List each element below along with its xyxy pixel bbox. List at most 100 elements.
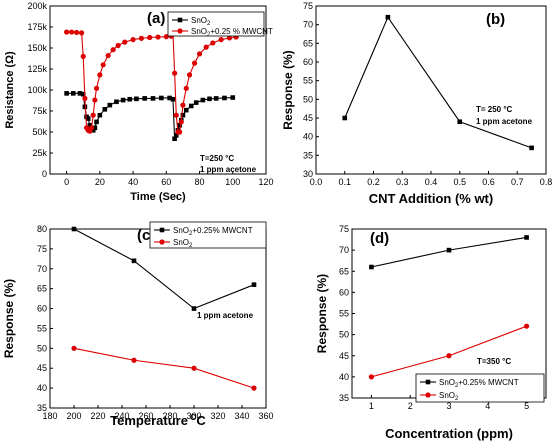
panel-a-series-1-point [138, 35, 144, 41]
panel-a-ytick-label: 150k [27, 43, 47, 53]
panel-c-legend-box [149, 221, 267, 249]
panel-b-series-0-line [344, 16, 532, 149]
panel-a-series-0-point [177, 122, 182, 128]
panel-d-letter: (d) [370, 230, 389, 247]
panel-c-series-0-point [191, 306, 197, 311]
panel-a-series-0-point [172, 136, 177, 142]
panel-d-ytick-label: 55 [339, 309, 349, 319]
panel-d-legend-item-0-label-sub: 2 [455, 383, 459, 389]
panel-c-xtick-label: 260 [138, 411, 153, 421]
panel-a-series-0-point [70, 91, 76, 96]
panel-c-series-0-line [73, 228, 255, 310]
panel-a-series-1-point [92, 97, 98, 103]
panel-a-series-1-point [210, 40, 216, 46]
panel-b-xtick-label: 0.6 [482, 177, 495, 187]
panel-a-series-0-point [80, 91, 86, 97]
panel-d-series-0 [369, 235, 529, 270]
panel-d-series-0-point [369, 264, 374, 270]
panel-b-ytick-label: 70 [303, 20, 313, 30]
panel-a-series-1-point [69, 29, 75, 35]
panel-d-xtick-label: 1 [369, 401, 374, 411]
panel-a-series-1-point [80, 53, 86, 60]
panel-a-series-1-point [203, 44, 209, 50]
panel-b-ytick-label: 75 [303, 1, 313, 11]
panel-c-ytick-label: 45 [37, 363, 47, 373]
panel-a-series-0-point [114, 99, 119, 105]
panel-a-series-0-point [120, 97, 126, 103]
panel-d-annotation: T=350 °C [477, 357, 511, 366]
panel-a-series-0-point [77, 91, 83, 96]
panel-c-ytick-label: 70 [37, 264, 47, 274]
panel-a-legend-item-0-label: SnO2 [191, 16, 211, 27]
panel-a-series-1-point [218, 37, 224, 43]
panel-a-series-0-point [90, 128, 96, 133]
panel-b-plot-frame [315, 5, 547, 175]
panel-c-series-0 [71, 226, 257, 311]
panel-a-series-1-point [196, 51, 203, 57]
panel-c-ytick-label: 80 [37, 224, 47, 234]
panel-c-annotation: 1 ppm acetone [197, 311, 254, 320]
panel-a-series-0-point [142, 96, 148, 101]
panel-a-series-1-point [90, 112, 96, 118]
panel-d-legend-box [415, 373, 545, 403]
panel-a-series-0-point [92, 125, 98, 131]
panel-a-series-0-point [87, 122, 93, 128]
panel-d-xtick-label: 2 [408, 401, 413, 411]
panel-c-series-1-point [131, 357, 137, 363]
panel-a-series-0-point [167, 95, 172, 101]
panel-b-series-0-point [457, 119, 463, 125]
panel-b-series-0-point [385, 14, 391, 20]
panel-a-series-0-point [97, 112, 103, 118]
panel-b-ytick-label: 35 [303, 150, 313, 160]
panel-a-series-1-point [226, 35, 233, 41]
panel-c-series-1-point [251, 385, 257, 391]
panel-a-series-0-point [85, 116, 91, 121]
panel-a-ytick-label: 100k [27, 85, 47, 95]
panel-a-xtick-label: 60 [161, 177, 171, 187]
panel-a-series-0-point [213, 96, 219, 101]
panel-a-legend-item-0-label-main: SnO [191, 16, 207, 25]
panel-a-series-0-point [107, 102, 113, 108]
panel-c-y-axis-title: Response (%) [2, 279, 16, 358]
panel-c-series-0-point [131, 258, 137, 264]
panel-a-series-1-point [186, 72, 193, 78]
panel-d-series-1-point [524, 323, 530, 329]
panel-d-legend-item-1-label-main: SnO [439, 391, 455, 400]
panel-a-series-1-point [177, 129, 183, 135]
panel-d-x-axis-title: Concentration (ppm) [385, 426, 513, 441]
panel-a-ytick-label: 175k [27, 22, 47, 32]
panel-a-series-1-point [183, 85, 189, 91]
panel-b-xtick-label: 0.2 [367, 177, 380, 187]
panel-b-series-0 [342, 14, 534, 151]
panel-c-x-axis-title-tail: C [196, 413, 206, 428]
panel-a-series-1-point [178, 119, 184, 125]
panel-b-series-0-point [529, 145, 534, 151]
panel-a-legend-marker [177, 17, 183, 23]
panel-b-ytick-label: 50 [303, 94, 313, 104]
panel-a-series-1-point [191, 60, 198, 66]
panel-a-ytick-label: 0 [42, 169, 47, 179]
panel-c-series-1-line [73, 347, 255, 389]
panel-a-ytick-label: 75k [32, 106, 47, 116]
panel-c-xtick-label: 180 [42, 411, 57, 421]
panel-c-legend-item-1-label-main: SnO [173, 238, 189, 247]
panel-c-ytick-label: 55 [37, 323, 47, 333]
panel-b-xtick-label: 0.3 [396, 177, 409, 187]
panel-c-series-0-point [251, 282, 257, 287]
panel-a-letter: (a) [147, 10, 165, 27]
panel-a-series-1-point [93, 85, 100, 91]
panel-a-series-1-point [122, 39, 128, 45]
panel-a-series-0-point [230, 95, 236, 100]
panel-c-xtick-label: 200 [66, 411, 81, 421]
panel-a-annotation: T=250 °C [200, 154, 234, 163]
panel-d-ytick-label: 50 [339, 330, 349, 340]
panel-a-series-1-point [180, 102, 186, 108]
panel-a-series-1-point [78, 30, 85, 36]
panel-d-series-1 [368, 323, 530, 380]
panel-b-y-axis-title: Response (%) [281, 50, 295, 129]
panel-b-ytick-label: 55 [303, 76, 313, 86]
panel-a-series-0-point [188, 103, 194, 109]
